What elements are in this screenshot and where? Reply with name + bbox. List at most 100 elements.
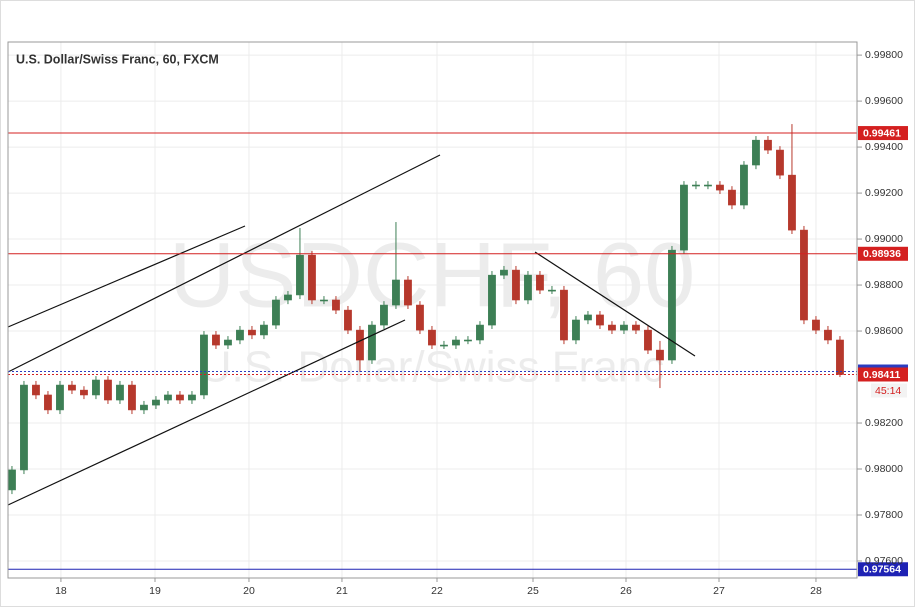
y-tick-label: 0.99200 bbox=[865, 187, 903, 199]
candle-body bbox=[464, 339, 472, 342]
chart-title: U.S. Dollar/Swiss Franc, 60, FXCM bbox=[16, 52, 219, 66]
y-tick-label: 0.99400 bbox=[865, 141, 903, 153]
candle-body bbox=[596, 314, 604, 326]
candle-body bbox=[692, 184, 700, 187]
candle-body bbox=[680, 184, 688, 251]
candle-body bbox=[92, 379, 100, 396]
candle-body bbox=[416, 304, 424, 331]
candle-body bbox=[332, 299, 340, 311]
level-label-box bbox=[858, 126, 908, 141]
level-label-box bbox=[858, 562, 908, 577]
x-tick-label: 28 bbox=[810, 585, 822, 597]
y-tick-label: 0.99000 bbox=[865, 233, 903, 245]
level-label: 0.97564 bbox=[863, 564, 901, 576]
candle-body bbox=[668, 249, 676, 361]
candle-body bbox=[272, 299, 280, 326]
candle-body bbox=[632, 324, 640, 331]
candle-body bbox=[752, 139, 760, 166]
candle-body bbox=[404, 279, 412, 306]
candle-body bbox=[488, 274, 496, 326]
x-tick-label: 26 bbox=[620, 585, 632, 597]
axes: 0.99800 0.99600 0.99400 0.99200 0.99000 0.988… bbox=[55, 49, 903, 597]
candle-body bbox=[812, 319, 820, 331]
candle-body bbox=[644, 329, 652, 351]
candle-body bbox=[440, 344, 448, 347]
candle-body bbox=[776, 149, 784, 176]
candle-body bbox=[368, 324, 376, 361]
candle-body bbox=[56, 384, 64, 411]
candle-body bbox=[512, 269, 520, 301]
drawings bbox=[7, 154, 696, 506]
candle-body bbox=[104, 379, 112, 401]
watermark: USDCHF, 60 U.S. Dollar/Swiss Franc bbox=[169, 224, 696, 391]
x-tick-label: 20 bbox=[243, 585, 255, 597]
y-tick-label: 0.97600 bbox=[865, 555, 903, 567]
candle-body bbox=[740, 164, 748, 206]
candle-body bbox=[788, 174, 796, 231]
candle-body bbox=[224, 339, 232, 346]
watermark-symbol: USDCHF, 60 bbox=[169, 224, 696, 326]
candle-body bbox=[572, 319, 580, 341]
countdown: 45:14 bbox=[875, 385, 901, 397]
candle-body bbox=[452, 339, 460, 346]
level-label-box bbox=[858, 367, 908, 382]
candle-body bbox=[212, 334, 220, 346]
candle-body bbox=[656, 349, 664, 361]
candle-body bbox=[116, 384, 124, 401]
trend-line bbox=[7, 225, 246, 328]
x-tick-label: 27 bbox=[713, 585, 725, 597]
candle-body bbox=[296, 254, 304, 296]
x-tick-label: 25 bbox=[527, 585, 539, 597]
candle-body bbox=[140, 404, 148, 411]
trend-line bbox=[7, 154, 441, 373]
candle-body bbox=[8, 469, 16, 491]
candle-body bbox=[800, 229, 808, 321]
candles bbox=[8, 124, 844, 495]
y-tick-label: 0.99600 bbox=[865, 95, 903, 107]
candle-body bbox=[68, 384, 76, 391]
x-tick-label: 19 bbox=[149, 585, 161, 597]
candle-body bbox=[236, 329, 244, 341]
candle-body bbox=[608, 324, 616, 331]
candle-body bbox=[200, 334, 208, 396]
y-tick-label: 0.98200 bbox=[865, 417, 903, 429]
trend-line bbox=[534, 251, 696, 357]
x-tick-label: 18 bbox=[55, 585, 67, 597]
candle-body bbox=[308, 254, 316, 301]
grid bbox=[8, 42, 857, 578]
candle-body bbox=[20, 384, 28, 471]
candle-body bbox=[524, 274, 532, 301]
candle-body bbox=[716, 184, 724, 191]
candle-body bbox=[428, 329, 436, 346]
candle-body bbox=[248, 329, 256, 336]
candle-body bbox=[380, 304, 388, 326]
trend-line bbox=[7, 319, 406, 506]
candle-body bbox=[728, 189, 736, 206]
candle-body bbox=[392, 279, 400, 306]
x-tick-label: 21 bbox=[336, 585, 348, 597]
candle-body bbox=[152, 399, 160, 406]
candle-body bbox=[584, 314, 592, 321]
candle-body bbox=[536, 274, 544, 291]
watermark-name: U.S. Dollar/Swiss Franc bbox=[200, 343, 665, 392]
candle-body bbox=[344, 309, 352, 331]
candle-body bbox=[44, 394, 52, 411]
candle-body bbox=[164, 394, 172, 401]
y-tick-label: 0.98800 bbox=[865, 279, 903, 291]
candle-body bbox=[764, 139, 772, 151]
candle-body bbox=[548, 289, 556, 292]
candle-body bbox=[836, 339, 844, 375]
y-tick-label: 0.98600 bbox=[865, 325, 903, 337]
level-label: 0.98411 bbox=[863, 369, 901, 381]
x-tick-label: 22 bbox=[431, 585, 443, 597]
candle-body bbox=[320, 299, 328, 302]
candle-body bbox=[80, 389, 88, 396]
candle-body bbox=[356, 329, 364, 361]
candle-body bbox=[704, 184, 712, 187]
candle-body bbox=[188, 394, 196, 401]
candle-body bbox=[824, 329, 832, 341]
candle-body bbox=[176, 394, 184, 401]
level-label: 0.98936 bbox=[863, 248, 901, 260]
